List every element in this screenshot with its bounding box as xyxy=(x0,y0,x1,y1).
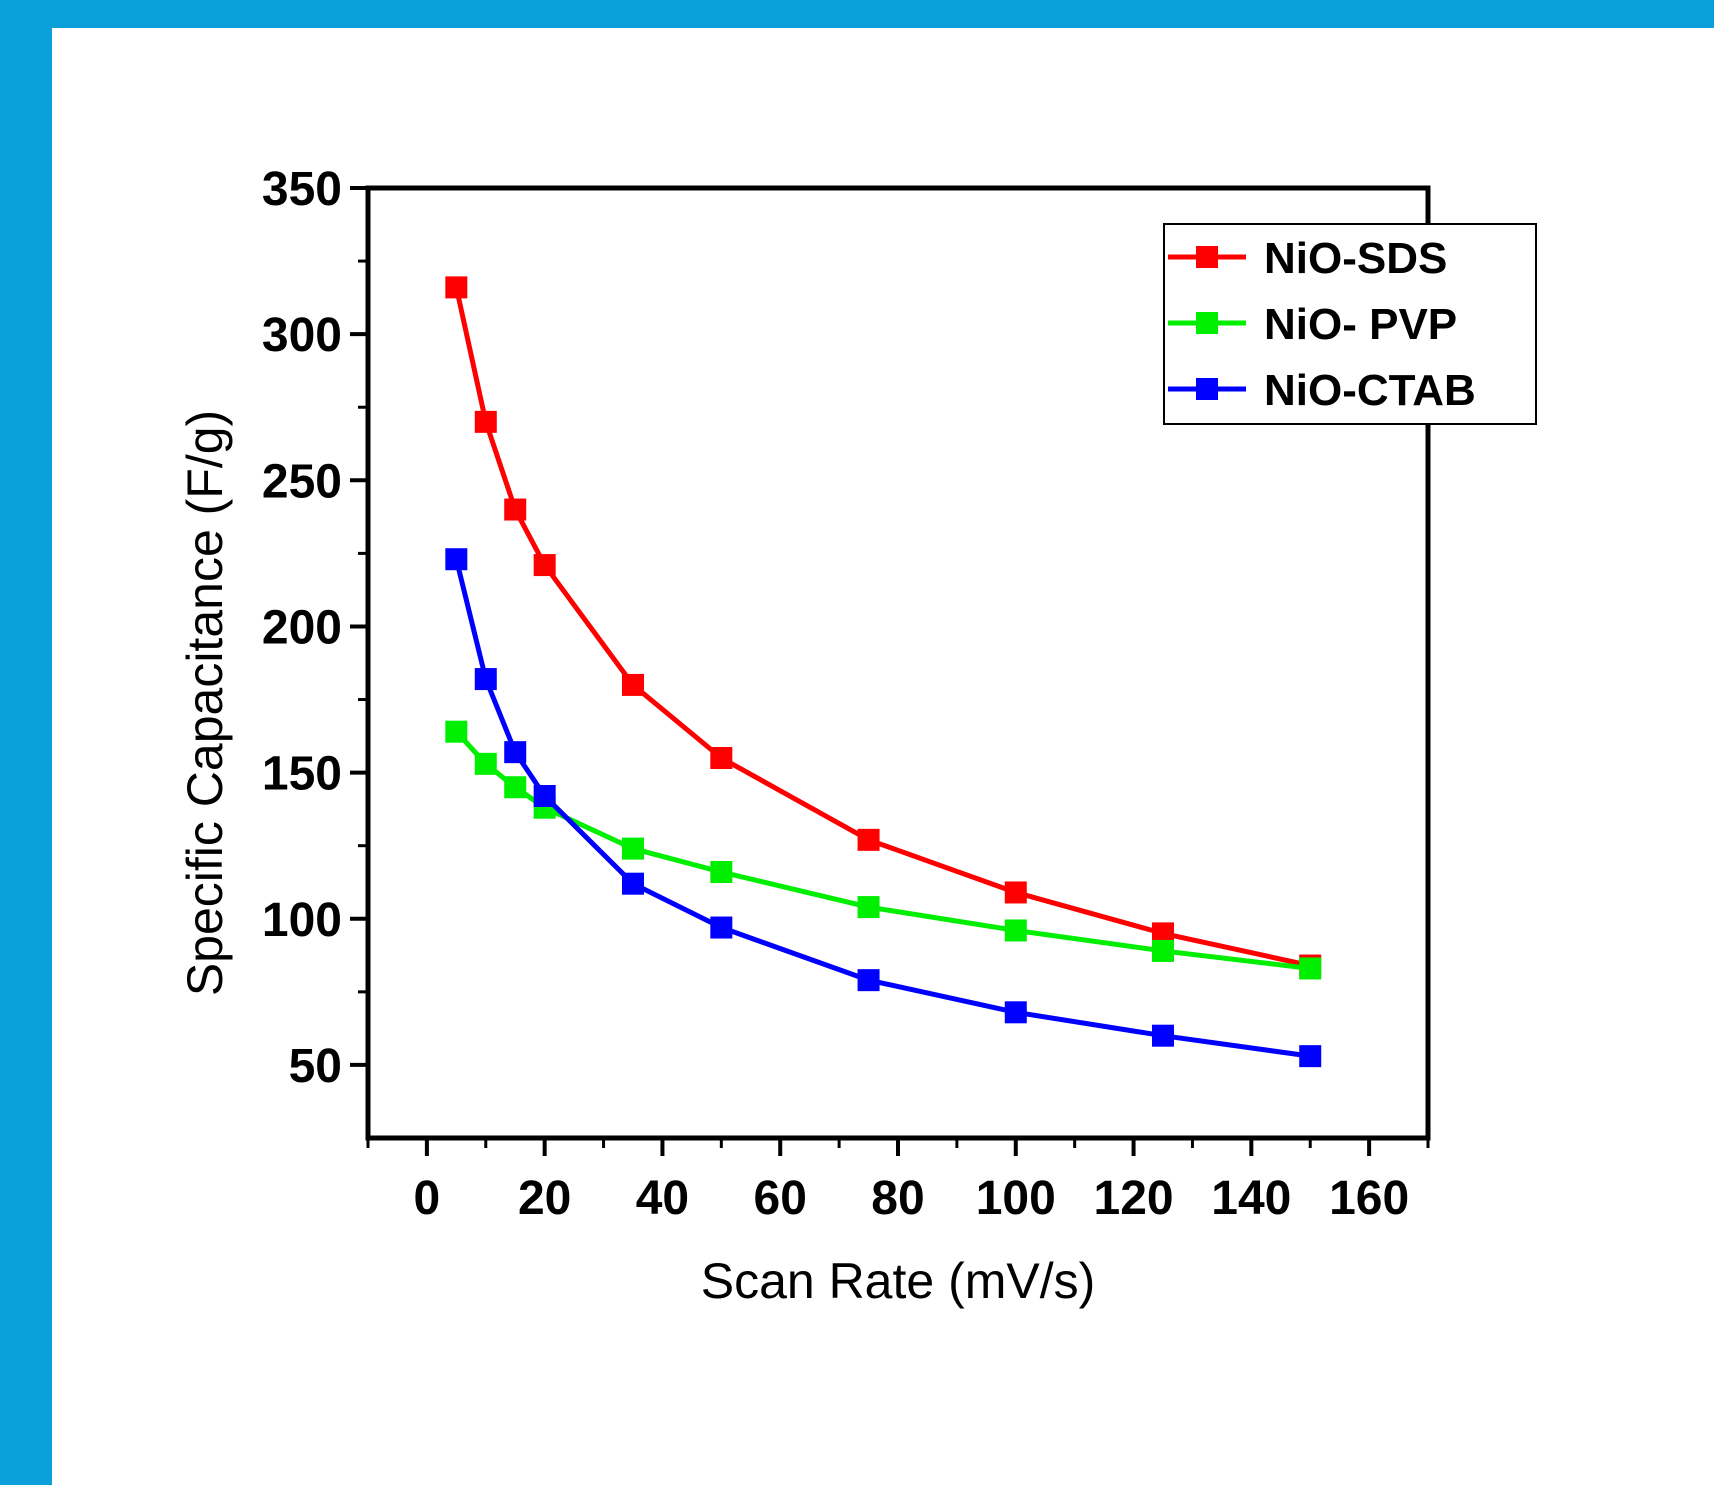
data-point xyxy=(504,776,527,799)
x-tick-label: 80 xyxy=(871,1172,924,1225)
data-point xyxy=(857,896,880,919)
x-tick-label: 0 xyxy=(414,1172,441,1225)
legend-marker xyxy=(1196,246,1218,268)
y-tick-label: 150 xyxy=(262,748,342,801)
series-2 xyxy=(445,720,1322,980)
data-point xyxy=(857,828,880,851)
x-axis-title: Scan Rate (mV/s) xyxy=(701,1253,1096,1309)
data-point xyxy=(533,785,556,807)
data-point xyxy=(1299,957,1322,980)
series-3 xyxy=(445,548,1322,1068)
series-line xyxy=(453,286,1311,968)
figure-frame: 0 20 40 60 80 100 120 140 160 50 100 150 200 250 300 3… xyxy=(52,28,1714,1485)
x-tick-label: 40 xyxy=(636,1172,689,1225)
data-point xyxy=(445,548,468,571)
legend-marker xyxy=(1196,312,1218,334)
x-tick-label: 100 xyxy=(976,1172,1056,1225)
data-point xyxy=(710,861,733,883)
data-point xyxy=(1004,919,1027,942)
y-tick-label: 50 xyxy=(289,1040,342,1093)
data-point xyxy=(533,554,556,577)
y-tick-label: 300 xyxy=(262,309,342,362)
line-chart: 0 20 40 60 80 100 120 140 160 50 100 150 200 250 300 3… xyxy=(177,163,1537,1309)
data-point xyxy=(1152,1024,1174,1047)
x-axis: 0 20 40 60 80 100 120 140 160 xyxy=(366,1138,1430,1225)
x-tick-label: 20 xyxy=(518,1172,571,1225)
legend-entry: NiO-CTAB xyxy=(1168,366,1476,415)
data-point xyxy=(504,741,527,764)
data-point xyxy=(474,668,497,691)
legend-marker xyxy=(1196,378,1218,400)
data-point xyxy=(445,720,468,743)
legend-entry: NiO- PVP xyxy=(1168,300,1457,349)
y-axis-title: Specific Capacitance (F/g) xyxy=(177,410,233,996)
series-line xyxy=(454,730,1311,971)
legend-entry: NiO-SDS xyxy=(1168,234,1447,283)
y-axis: 50 100 150 200 250 300 350 xyxy=(262,163,368,1093)
x-tick-label: 140 xyxy=(1211,1172,1291,1225)
data-point xyxy=(504,498,527,521)
x-tick-label: 120 xyxy=(1094,1172,1174,1225)
data-point xyxy=(445,276,468,299)
data-point xyxy=(710,916,733,939)
x-tick-label: 60 xyxy=(754,1172,807,1225)
data-point xyxy=(474,752,497,775)
data-point xyxy=(622,837,644,860)
data-point xyxy=(474,410,497,433)
series-layer xyxy=(445,276,1322,1068)
data-point xyxy=(1152,922,1174,945)
series-line xyxy=(453,558,1311,1059)
data-point xyxy=(857,969,880,992)
legend-label: NiO-CTAB xyxy=(1264,366,1476,415)
x-tick-label: 160 xyxy=(1329,1172,1409,1225)
legend-label: NiO- PVP xyxy=(1264,300,1457,349)
data-point xyxy=(1004,1001,1027,1024)
data-point xyxy=(1152,939,1174,962)
legend-label: NiO-SDS xyxy=(1264,234,1447,283)
data-point xyxy=(622,673,644,696)
data-point xyxy=(622,872,644,895)
y-tick-label: 200 xyxy=(262,601,342,654)
y-tick-label: 350 xyxy=(262,163,342,216)
y-tick-label: 100 xyxy=(262,894,342,947)
data-point xyxy=(1299,1045,1322,1068)
y-tick-label: 250 xyxy=(262,455,342,508)
data-point xyxy=(1004,881,1027,904)
data-point xyxy=(710,747,733,769)
legend: NiO-SDS NiO- PVP NiO-CTAB xyxy=(1163,223,1537,425)
